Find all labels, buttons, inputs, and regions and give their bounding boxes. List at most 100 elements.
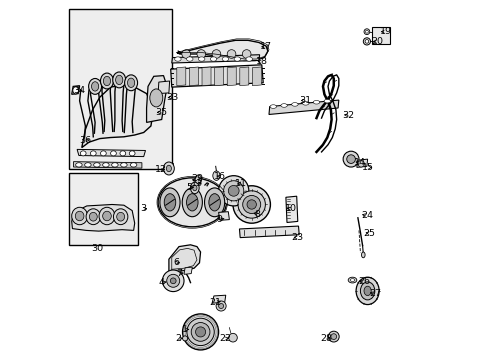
- Text: 12: 12: [155, 166, 166, 175]
- Ellipse shape: [117, 212, 124, 221]
- Polygon shape: [171, 55, 259, 63]
- Polygon shape: [168, 245, 200, 272]
- Text: 9: 9: [216, 215, 222, 224]
- Polygon shape: [239, 226, 299, 238]
- Ellipse shape: [88, 78, 102, 94]
- Ellipse shape: [170, 278, 176, 284]
- Polygon shape: [146, 76, 167, 122]
- Ellipse shape: [238, 191, 265, 218]
- Ellipse shape: [190, 182, 199, 194]
- Ellipse shape: [208, 194, 220, 211]
- Ellipse shape: [72, 207, 87, 225]
- Polygon shape: [183, 267, 192, 274]
- Ellipse shape: [89, 212, 97, 221]
- Ellipse shape: [166, 274, 179, 287]
- Ellipse shape: [245, 57, 252, 61]
- Ellipse shape: [166, 165, 171, 172]
- Ellipse shape: [120, 151, 125, 156]
- Polygon shape: [212, 295, 225, 303]
- Ellipse shape: [113, 72, 125, 88]
- Polygon shape: [239, 67, 248, 86]
- Ellipse shape: [216, 301, 225, 311]
- Ellipse shape: [218, 303, 223, 309]
- Ellipse shape: [182, 188, 202, 217]
- Text: 35: 35: [155, 108, 167, 117]
- Polygon shape: [285, 196, 297, 222]
- Text: 2: 2: [175, 334, 181, 343]
- Ellipse shape: [355, 277, 378, 305]
- Ellipse shape: [73, 87, 79, 94]
- Ellipse shape: [99, 207, 115, 225]
- Ellipse shape: [227, 50, 235, 58]
- Text: 3: 3: [140, 204, 146, 213]
- Polygon shape: [164, 163, 173, 168]
- Bar: [69, 173, 138, 245]
- Ellipse shape: [269, 105, 276, 108]
- Ellipse shape: [363, 286, 370, 296]
- Ellipse shape: [246, 200, 256, 209]
- Ellipse shape: [210, 57, 216, 61]
- Ellipse shape: [76, 163, 82, 167]
- Polygon shape: [170, 65, 263, 87]
- Ellipse shape: [228, 333, 237, 342]
- Ellipse shape: [102, 163, 109, 167]
- Polygon shape: [214, 67, 223, 86]
- Polygon shape: [356, 159, 367, 167]
- Polygon shape: [73, 162, 142, 168]
- Ellipse shape: [212, 171, 220, 180]
- Text: 20: 20: [371, 37, 383, 46]
- Ellipse shape: [86, 209, 101, 225]
- Polygon shape: [189, 67, 198, 86]
- Ellipse shape: [343, 151, 358, 167]
- Ellipse shape: [101, 151, 106, 156]
- Ellipse shape: [115, 75, 122, 85]
- Ellipse shape: [349, 279, 354, 282]
- Ellipse shape: [192, 185, 197, 191]
- Text: 33: 33: [166, 93, 178, 102]
- Ellipse shape: [232, 186, 270, 223]
- Ellipse shape: [174, 57, 181, 61]
- Polygon shape: [81, 85, 152, 148]
- Text: 7: 7: [176, 269, 182, 278]
- Ellipse shape: [218, 176, 248, 206]
- Text: 13: 13: [190, 179, 203, 188]
- Text: 6: 6: [173, 258, 179, 267]
- Ellipse shape: [84, 163, 91, 167]
- Ellipse shape: [197, 50, 205, 58]
- Ellipse shape: [110, 151, 116, 156]
- Text: 1: 1: [182, 325, 188, 334]
- Ellipse shape: [363, 29, 369, 35]
- Ellipse shape: [129, 151, 135, 156]
- Bar: [69, 9, 172, 169]
- Polygon shape: [177, 40, 267, 60]
- Ellipse shape: [113, 209, 127, 225]
- Polygon shape: [227, 67, 236, 86]
- Text: 14: 14: [353, 158, 365, 167]
- Ellipse shape: [124, 75, 137, 91]
- Ellipse shape: [347, 277, 356, 283]
- Ellipse shape: [242, 50, 250, 58]
- Text: 29: 29: [191, 174, 203, 183]
- Ellipse shape: [91, 82, 99, 91]
- Ellipse shape: [302, 102, 308, 105]
- Ellipse shape: [94, 163, 100, 167]
- Text: 23: 23: [291, 233, 303, 242]
- Polygon shape: [177, 67, 185, 86]
- Ellipse shape: [228, 185, 239, 196]
- Text: 16: 16: [214, 172, 225, 181]
- Text: 34: 34: [73, 86, 85, 95]
- Bar: [371, 27, 389, 44]
- Text: 31: 31: [298, 96, 310, 105]
- Text: 11: 11: [234, 179, 246, 188]
- Ellipse shape: [204, 188, 224, 217]
- Ellipse shape: [102, 211, 111, 221]
- Ellipse shape: [330, 334, 336, 339]
- Ellipse shape: [121, 163, 127, 167]
- Ellipse shape: [158, 178, 226, 227]
- Polygon shape: [218, 212, 229, 220]
- Ellipse shape: [280, 104, 287, 107]
- Ellipse shape: [365, 30, 367, 33]
- Polygon shape: [252, 67, 261, 86]
- Ellipse shape: [182, 50, 190, 58]
- Ellipse shape: [80, 151, 86, 156]
